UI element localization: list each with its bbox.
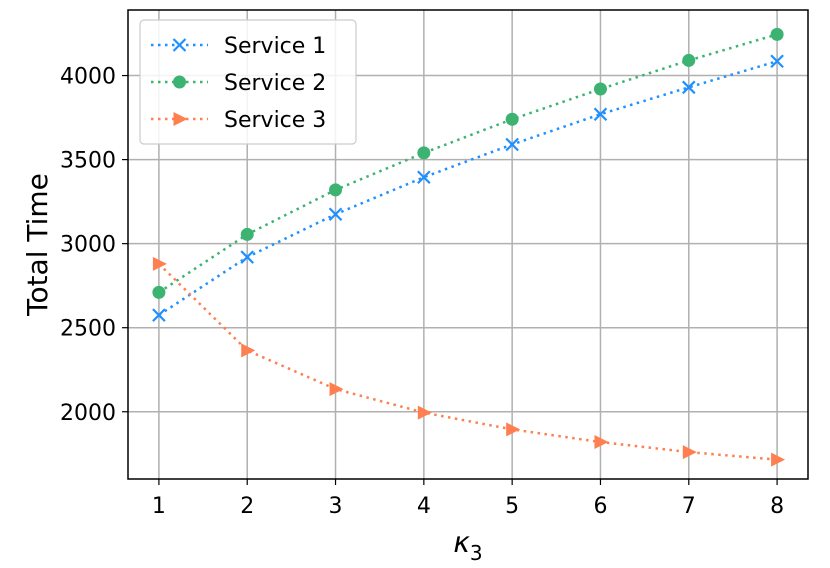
x-axis-label-base: κ: [453, 526, 470, 559]
series-3-point: [241, 343, 256, 358]
series-1-point: [240, 250, 254, 264]
series-3-point: [506, 422, 521, 437]
legend-entry-label: Service 2: [224, 71, 326, 96]
legend-swatch-marker: [172, 38, 187, 52]
legend: Service 1 Service 2 Service 3: [139, 19, 357, 145]
series-1: [152, 54, 784, 322]
x-marker-stroke: [417, 170, 431, 185]
series-2-point: [240, 227, 254, 241]
series-2: [152, 27, 784, 299]
series-1-point: [417, 170, 431, 185]
y-axis-label: Total Time: [21, 173, 54, 317]
x-axis-label-subscript: 3: [470, 541, 483, 565]
series-3-point: [152, 256, 167, 271]
plot-frame: [127, 9, 809, 480]
series-3-line: [158, 262, 778, 461]
legend-swatch-marker: [173, 112, 188, 126]
y-tick-label: 3500: [60, 149, 116, 174]
series-2-point: [770, 27, 784, 41]
series-2-point: [505, 112, 519, 126]
legend-swatch-marker: [173, 75, 186, 89]
series-1-point: [152, 308, 166, 322]
x-marker-stroke: [593, 107, 608, 122]
series-3-point: [329, 382, 344, 397]
series-layer: [152, 27, 786, 467]
axis-ticks: 1 2 3 4 5 6 7 8 2000 2500 3000 3500 4000: [60, 65, 784, 519]
series-2-point: [682, 53, 696, 67]
x-tick-label: 2: [240, 494, 254, 519]
series-2-point: [152, 285, 166, 299]
x-tick-label: 1: [152, 494, 166, 519]
y-tick-label: 2500: [60, 317, 116, 342]
x-axis-label: κ3: [453, 526, 482, 565]
series-1-point: [682, 80, 696, 95]
x-tick-label: 3: [329, 494, 343, 519]
series-2-point: [417, 146, 431, 160]
legend-entry-label: Service 3: [224, 108, 326, 133]
series-2-point: [329, 183, 343, 197]
legend-box: [139, 19, 357, 145]
series-1-point: [593, 107, 608, 122]
legend-entry-label: Service 1: [224, 34, 326, 59]
x-tick-label: 4: [417, 494, 431, 519]
series-3-point: [417, 405, 432, 420]
x-tick-label: 6: [593, 494, 607, 519]
x-marker-stroke: [328, 207, 343, 222]
x-marker-stroke: [505, 137, 519, 152]
series-1-point: [505, 137, 519, 152]
x-marker-stroke: [172, 38, 187, 52]
series-2-point: [593, 82, 607, 96]
y-tick-label: 2000: [60, 401, 116, 426]
x-tick-label: 5: [505, 494, 519, 519]
x-tick-label: 7: [682, 494, 696, 519]
x-tick-label: 8: [770, 494, 784, 519]
x-marker-stroke: [682, 80, 696, 95]
series-1-point: [770, 54, 784, 69]
series-1-point: [328, 207, 343, 222]
series-3-point: [771, 452, 786, 467]
series-3-point: [594, 435, 609, 450]
y-tick-label: 3000: [60, 233, 116, 258]
series-3-point: [682, 445, 697, 460]
x-marker-stroke: [770, 54, 784, 69]
series-3: [152, 256, 786, 467]
x-marker-stroke: [152, 308, 166, 322]
y-tick-label: 4000: [60, 65, 116, 90]
x-marker-stroke: [240, 250, 254, 264]
